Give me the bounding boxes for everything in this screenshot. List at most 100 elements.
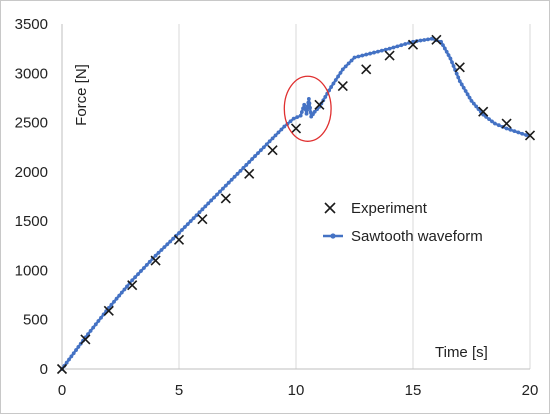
sawtooth-point xyxy=(250,157,255,161)
sawtooth-point xyxy=(264,142,269,147)
sawtooth-point xyxy=(168,239,173,244)
experiment-point xyxy=(56,363,68,375)
experiment-point xyxy=(267,145,278,156)
axes xyxy=(61,24,530,370)
sawtooth-point xyxy=(99,315,103,320)
sawtooth-point xyxy=(356,54,361,59)
sawtooth-point xyxy=(340,67,345,72)
sawtooth-point xyxy=(74,348,78,352)
experiment-marker-stroke xyxy=(220,193,231,204)
y-tick-label: 500 xyxy=(23,312,48,329)
sawtooth-point xyxy=(456,75,461,80)
sawtooth-point xyxy=(299,110,304,114)
experiment-point xyxy=(524,130,536,141)
sawtooth-point xyxy=(487,117,491,122)
experiment-marker-stroke xyxy=(127,280,138,291)
tick-labels: 0 5 10 15 20 0 500 1000 1500 2000 2500 3000 3500 xyxy=(15,16,539,399)
sawtooth-point xyxy=(226,180,231,185)
legend-x-stroke xyxy=(324,202,336,214)
sawtooth-point xyxy=(441,43,445,47)
y-axis-label: Force [N] xyxy=(73,64,90,126)
sawtooth-point xyxy=(426,37,430,42)
sawtooth-point xyxy=(182,225,187,229)
sawtooth-point xyxy=(67,357,71,362)
sawtooth-point xyxy=(218,189,222,194)
sawtooth-point xyxy=(235,171,240,176)
sawtooth-point xyxy=(177,231,181,235)
sawtooth-point xyxy=(261,145,266,150)
sawtooth-point xyxy=(504,126,509,131)
sawtooth-point xyxy=(153,253,158,258)
sawtooth-point xyxy=(206,201,211,206)
sawtooth-point xyxy=(232,174,237,179)
sawtooth-point xyxy=(349,58,354,63)
experiment-marker-stroke xyxy=(478,106,489,117)
y-tick-label: 2000 xyxy=(15,164,48,181)
sawtooth-point xyxy=(130,278,135,283)
sawtooth-point xyxy=(360,53,365,58)
sawtooth-point xyxy=(467,95,472,100)
sawtooth-point xyxy=(185,222,190,227)
experiment-marker-stroke xyxy=(267,145,278,156)
sawtooth-point xyxy=(291,116,296,121)
sawtooth-point xyxy=(71,351,76,356)
sawtooth-point xyxy=(165,242,170,247)
sawtooth-point xyxy=(461,85,466,90)
sawtooth-point xyxy=(457,79,462,84)
sawtooth-point xyxy=(295,115,300,120)
experiment-marker-stroke xyxy=(244,168,255,179)
sawtooth-point xyxy=(454,71,459,76)
sawtooth-point xyxy=(474,104,479,109)
sawtooth-point xyxy=(220,186,225,191)
experiment-point xyxy=(197,214,208,225)
legend-marker-sawtooth xyxy=(323,233,343,239)
experiment-point xyxy=(103,305,114,316)
sawtooth-point xyxy=(496,123,501,128)
sawtooth-point xyxy=(352,55,357,60)
sawtooth-point xyxy=(302,102,307,107)
sawtooth-point xyxy=(122,287,127,292)
experiment-point xyxy=(407,39,419,50)
y-tick-label: 1500 xyxy=(15,213,48,230)
sawtooth-point xyxy=(471,101,476,106)
experiment-marker-stroke xyxy=(103,305,114,316)
sawtooth-point xyxy=(273,133,278,138)
sawtooth-point xyxy=(490,119,494,124)
experiment-point xyxy=(314,99,325,110)
sawtooth-point xyxy=(279,127,284,132)
sawtooth-point xyxy=(422,38,427,42)
sawtooth-point xyxy=(395,44,400,49)
experiment-point xyxy=(478,106,489,117)
sawtooth-point xyxy=(215,192,219,197)
experiment-point xyxy=(220,193,231,204)
sawtooth-point xyxy=(238,168,243,173)
x-tick-label: 15 xyxy=(405,382,422,399)
experiment-point xyxy=(337,81,348,92)
sawtooth-point xyxy=(241,166,246,170)
sawtooth-point xyxy=(259,148,263,153)
experiment-marker-stroke xyxy=(361,64,372,75)
sawtooth-point xyxy=(399,43,404,48)
sawtooth-point xyxy=(112,299,116,304)
experiment-marker-stroke xyxy=(150,255,161,266)
sawtooth-point xyxy=(159,248,164,252)
sawtooth-point xyxy=(446,53,451,58)
experiment-marker-stroke xyxy=(501,118,512,129)
sawtooth-point xyxy=(372,50,376,55)
sawtooth-point xyxy=(109,302,114,307)
sawtooth-point xyxy=(418,38,423,43)
sawtooth-point xyxy=(364,52,369,57)
sawtooth-point xyxy=(136,272,140,277)
sawtooth-point xyxy=(331,81,336,86)
sawtooth-point xyxy=(308,105,312,110)
y-tick-label: 2500 xyxy=(15,115,48,132)
sawtooth-point xyxy=(188,219,193,224)
sawtooth-point xyxy=(387,46,392,51)
sawtooth-point xyxy=(450,60,454,65)
sawtooth-point xyxy=(383,47,388,52)
y-tick-label: 3500 xyxy=(15,16,48,33)
sawtooth-point xyxy=(114,296,119,301)
sawtooth-point xyxy=(451,64,456,68)
legend-dot xyxy=(330,233,336,239)
sawtooth-point xyxy=(306,97,311,101)
